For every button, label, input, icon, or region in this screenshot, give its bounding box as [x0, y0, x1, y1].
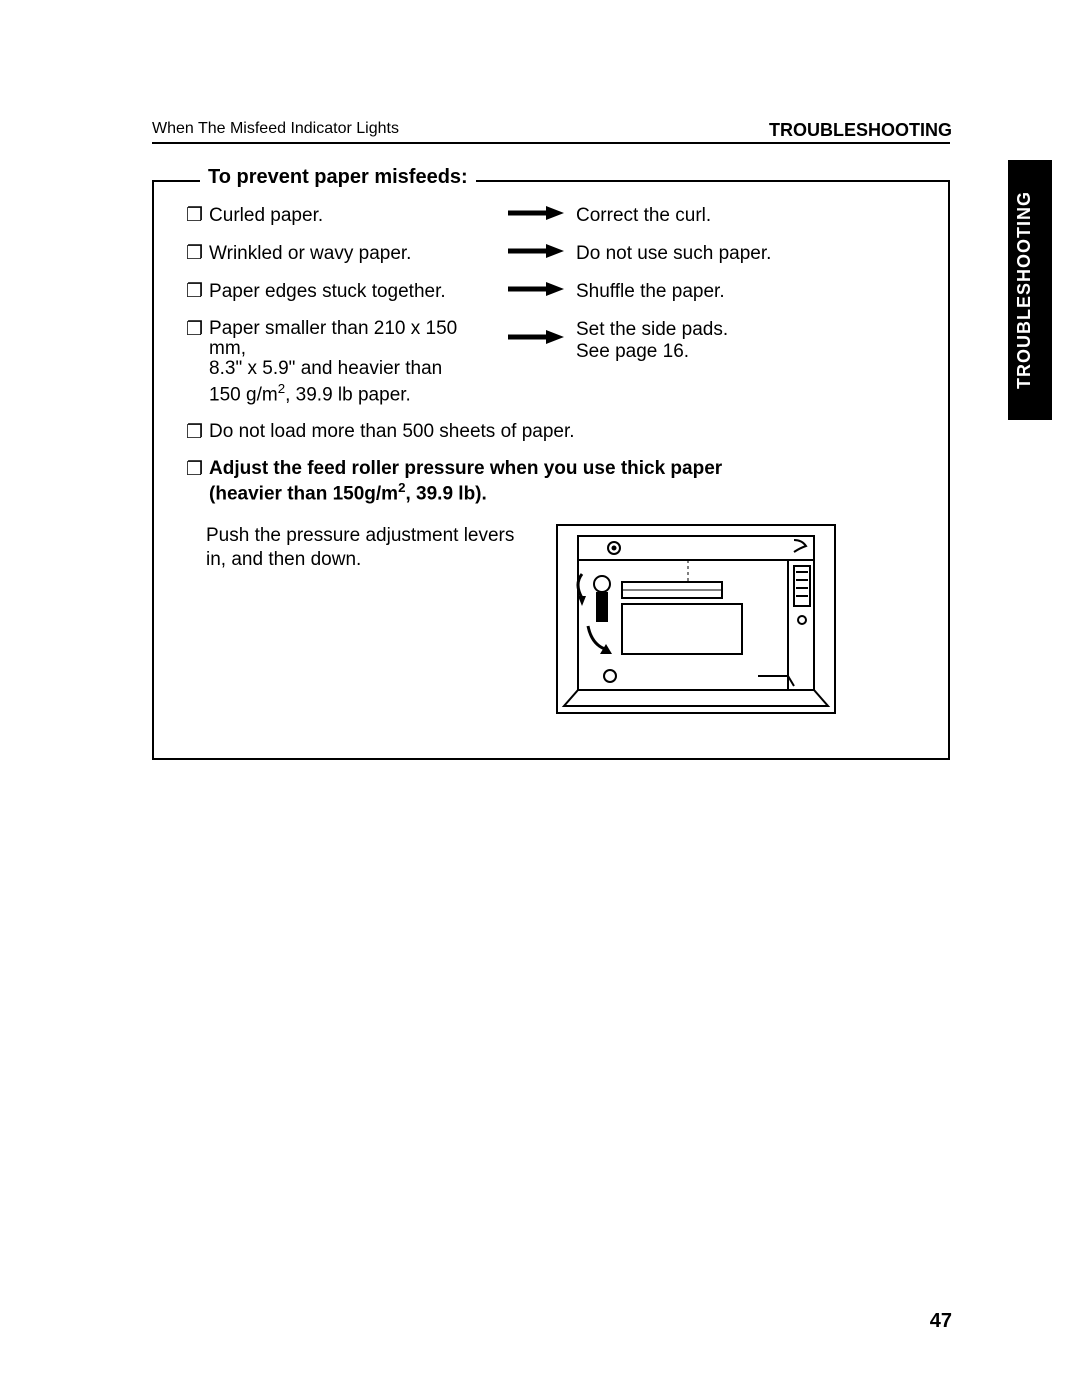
instruction-row: Push the pressure adjustment levers in, … — [186, 524, 916, 714]
solution-text: Set the side pads.See page 16. — [576, 319, 916, 363]
checkbox-icon: ❐ — [186, 421, 203, 444]
arrow-icon — [496, 243, 576, 265]
solution-text: Shuffle the paper. — [576, 281, 916, 303]
cause-row: ❐ Curled paper. Correct the curl. — [186, 205, 916, 227]
bold-note-text: Adjust the feed roller pressure when you… — [209, 458, 722, 505]
section-path: When The Misfeed Indicator Lights — [152, 120, 399, 138]
arrow-icon — [496, 319, 576, 351]
cause-text: Wrinkled or wavy paper. — [209, 243, 411, 265]
cause-text: Paper smaller than 210 x 150 mm,8.3" x 5… — [209, 319, 496, 405]
checkbox-icon: ❐ — [186, 243, 203, 265]
box-title: To prevent paper misfeeds: — [200, 166, 476, 189]
box-content: ❐ Curled paper. Correct the curl. ❐ Wrin… — [186, 205, 916, 714]
cause-row: ❐ Wrinkled or wavy paper. Do not use suc… — [186, 243, 916, 265]
arrow-icon — [496, 281, 576, 303]
cause-row: ❐ Paper smaller than 210 x 150 mm,8.3" x… — [186, 319, 916, 405]
solution-text: Correct the curl. — [576, 205, 916, 227]
instruction-text: Push the pressure adjustment levers in, … — [186, 524, 536, 714]
note-line: ❐ Do not load more than 500 sheets of pa… — [186, 421, 916, 444]
cause-text: Curled paper. — [209, 205, 323, 227]
solution-text: Do not use such paper. — [576, 243, 916, 265]
arrow-icon — [496, 205, 576, 227]
cause-row: ❐ Paper edges stuck together. Shuffle th… — [186, 281, 916, 303]
page-number: 47 — [930, 1310, 952, 1333]
note-text: Do not load more than 500 sheets of pape… — [209, 421, 574, 444]
checkbox-icon: ❐ — [186, 319, 203, 405]
side-tab-label: TROUBLESHOOTING — [1014, 172, 1046, 408]
cause-text: Paper edges stuck together. — [209, 281, 446, 303]
header-rule — [152, 142, 950, 144]
chapter-title: TROUBLESHOOTING — [769, 120, 952, 141]
bold-note: ❐ Adjust the feed roller pressure when y… — [186, 458, 916, 505]
checkbox-icon: ❐ — [186, 281, 203, 303]
machine-diagram — [556, 524, 836, 714]
checkbox-icon: ❐ — [186, 458, 203, 505]
checkbox-icon: ❐ — [186, 205, 203, 227]
manual-page: When The Misfeed Indicator Lights TROUBL… — [0, 0, 1080, 1393]
